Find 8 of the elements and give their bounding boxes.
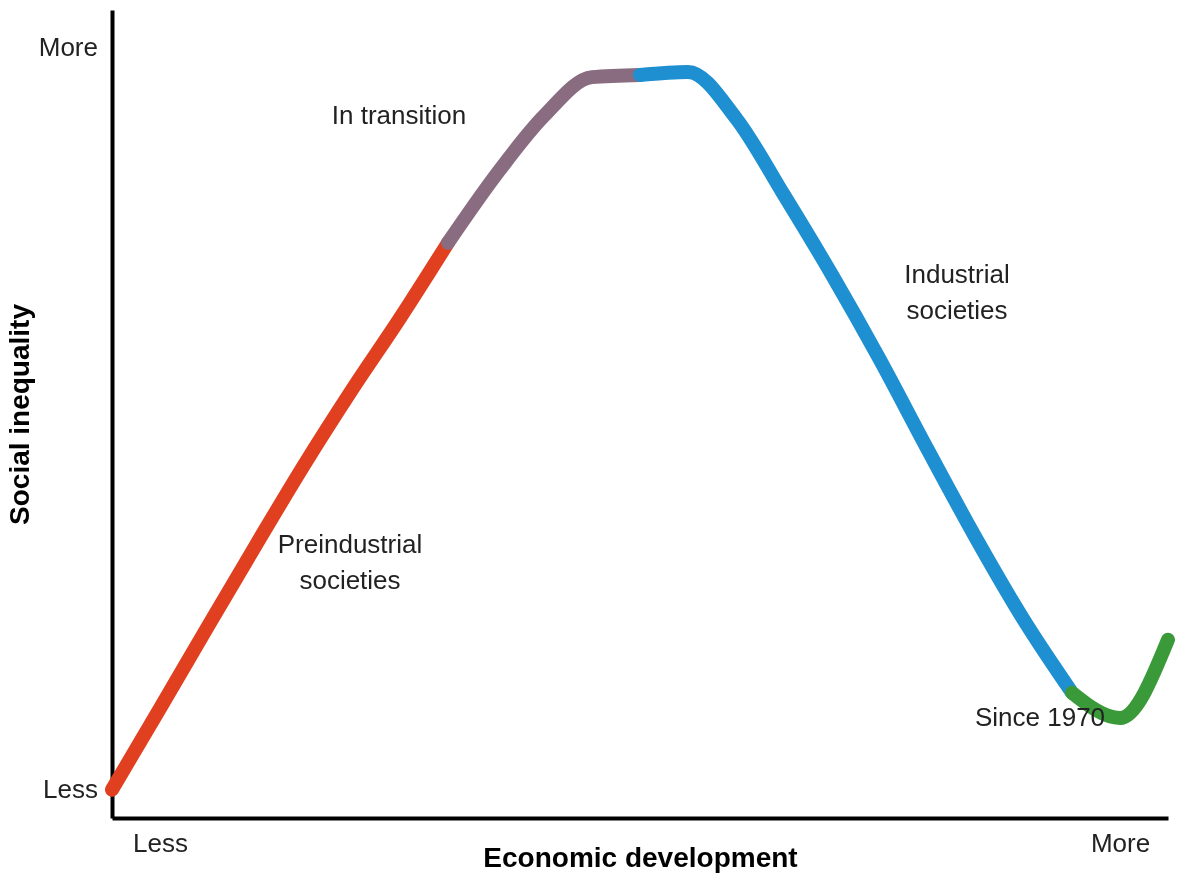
- series-label: Since 1970: [974, 702, 1106, 733]
- y-axis-title: Social inequality: [3, 303, 35, 525]
- x-axis-title: Economic development: [483, 841, 798, 873]
- series-label: Preindustrial societies: [277, 528, 423, 595]
- series-label: In transition: [331, 99, 467, 130]
- text: More: [38, 32, 98, 62]
- series-label: Industrial societies: [904, 258, 1010, 325]
- text: Less: [43, 774, 98, 804]
